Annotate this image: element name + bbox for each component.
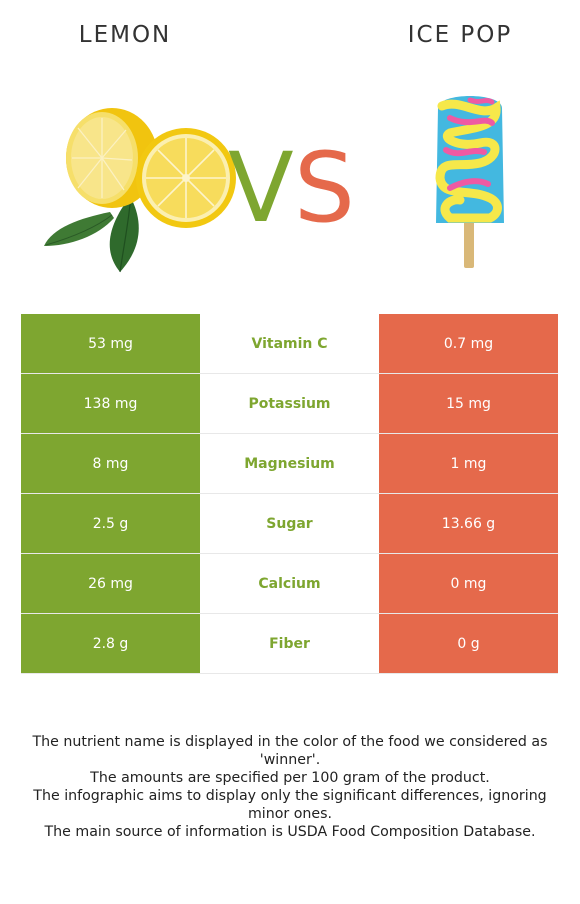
footer-note: The main source of information is USDA F… bbox=[44, 824, 536, 840]
nutrient-name: Fiber bbox=[200, 614, 379, 673]
vs-label: V S bbox=[228, 132, 355, 244]
right-value: 0 g bbox=[379, 614, 558, 673]
vs-s: S bbox=[294, 132, 355, 244]
left-value: 8 mg bbox=[21, 434, 200, 493]
nutrient-name: Potassium bbox=[200, 374, 379, 433]
left-value: 26 mg bbox=[21, 554, 200, 613]
row-divider bbox=[21, 493, 558, 494]
table-row: 8 mg Magnesium 1 mg bbox=[21, 434, 558, 494]
left-value: 2.5 g bbox=[21, 494, 200, 553]
row-divider bbox=[21, 673, 558, 674]
footer-note: The amounts are specified per 100 gram o… bbox=[90, 770, 490, 786]
nutrient-name: Vitamin C bbox=[200, 314, 379, 373]
ice-pop-image bbox=[435, 96, 504, 268]
nutrient-name: Calcium bbox=[200, 554, 379, 613]
nutrient-name: Magnesium bbox=[200, 434, 379, 493]
right-food-title: ICE POP bbox=[407, 22, 513, 48]
table-row: 2.5 g Sugar 13.66 g bbox=[21, 494, 558, 554]
right-value: 1 mg bbox=[379, 434, 558, 493]
footer-notes: The nutrient name is displayed in the co… bbox=[20, 733, 560, 841]
footer-note: The nutrient name is displayed in the co… bbox=[32, 734, 548, 768]
right-value: 15 mg bbox=[379, 374, 558, 433]
left-food-title: LEMON bbox=[78, 22, 172, 48]
row-divider bbox=[21, 553, 558, 554]
right-value: 0.7 mg bbox=[379, 314, 558, 373]
right-value: 13.66 g bbox=[379, 494, 558, 553]
table-row: 26 mg Calcium 0 mg bbox=[21, 554, 558, 614]
right-value: 0 mg bbox=[379, 554, 558, 613]
left-value: 2.8 g bbox=[21, 614, 200, 673]
row-divider bbox=[21, 433, 558, 434]
left-value: 138 mg bbox=[21, 374, 200, 433]
table-row: 138 mg Potassium 15 mg bbox=[21, 374, 558, 434]
left-value: 53 mg bbox=[21, 314, 200, 373]
footer-note: The infographic aims to display only the… bbox=[33, 788, 547, 822]
nutrient-name: Sugar bbox=[200, 494, 379, 553]
table-row: 53 mg Vitamin C 0.7 mg bbox=[21, 314, 558, 374]
table-row: 2.8 g Fiber 0 g bbox=[21, 614, 558, 674]
row-divider bbox=[21, 373, 558, 374]
lemon-image bbox=[44, 108, 236, 273]
row-divider bbox=[21, 613, 558, 614]
vs-v: V bbox=[228, 132, 294, 244]
